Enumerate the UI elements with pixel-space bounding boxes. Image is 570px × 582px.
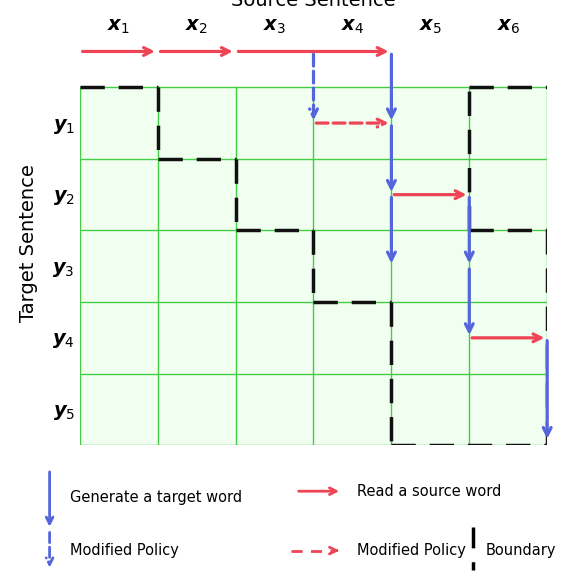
- Text: Read a source word: Read a source word: [357, 484, 502, 499]
- Bar: [80, 302, 158, 374]
- Bar: [235, 230, 314, 302]
- Bar: [235, 159, 314, 230]
- Bar: [158, 159, 235, 230]
- Bar: [80, 159, 158, 230]
- Bar: [469, 302, 547, 374]
- Bar: [392, 159, 469, 230]
- Bar: [158, 374, 235, 445]
- Text: Boundary: Boundary: [486, 543, 556, 558]
- Bar: [314, 230, 392, 302]
- Bar: [314, 87, 392, 159]
- Bar: [392, 230, 469, 302]
- Bar: [158, 302, 235, 374]
- Bar: [392, 374, 469, 445]
- Bar: [469, 374, 547, 445]
- Y-axis label: Target Sentence: Target Sentence: [19, 164, 38, 322]
- Bar: [158, 230, 235, 302]
- Bar: [235, 374, 314, 445]
- Bar: [392, 87, 469, 159]
- Bar: [314, 159, 392, 230]
- Bar: [235, 302, 314, 374]
- Bar: [314, 374, 392, 445]
- Bar: [314, 302, 392, 374]
- Bar: [80, 230, 158, 302]
- Text: Modified Policy: Modified Policy: [357, 543, 466, 558]
- Bar: [80, 374, 158, 445]
- Bar: [235, 87, 314, 159]
- Text: Generate a target word: Generate a target word: [70, 489, 242, 505]
- Bar: [392, 302, 469, 374]
- Bar: [469, 159, 547, 230]
- Bar: [80, 87, 158, 159]
- X-axis label: Source Sentence: Source Sentence: [231, 0, 396, 10]
- Text: Modified Policy: Modified Policy: [70, 543, 179, 558]
- Bar: [469, 87, 547, 159]
- Bar: [469, 230, 547, 302]
- Bar: [158, 87, 235, 159]
